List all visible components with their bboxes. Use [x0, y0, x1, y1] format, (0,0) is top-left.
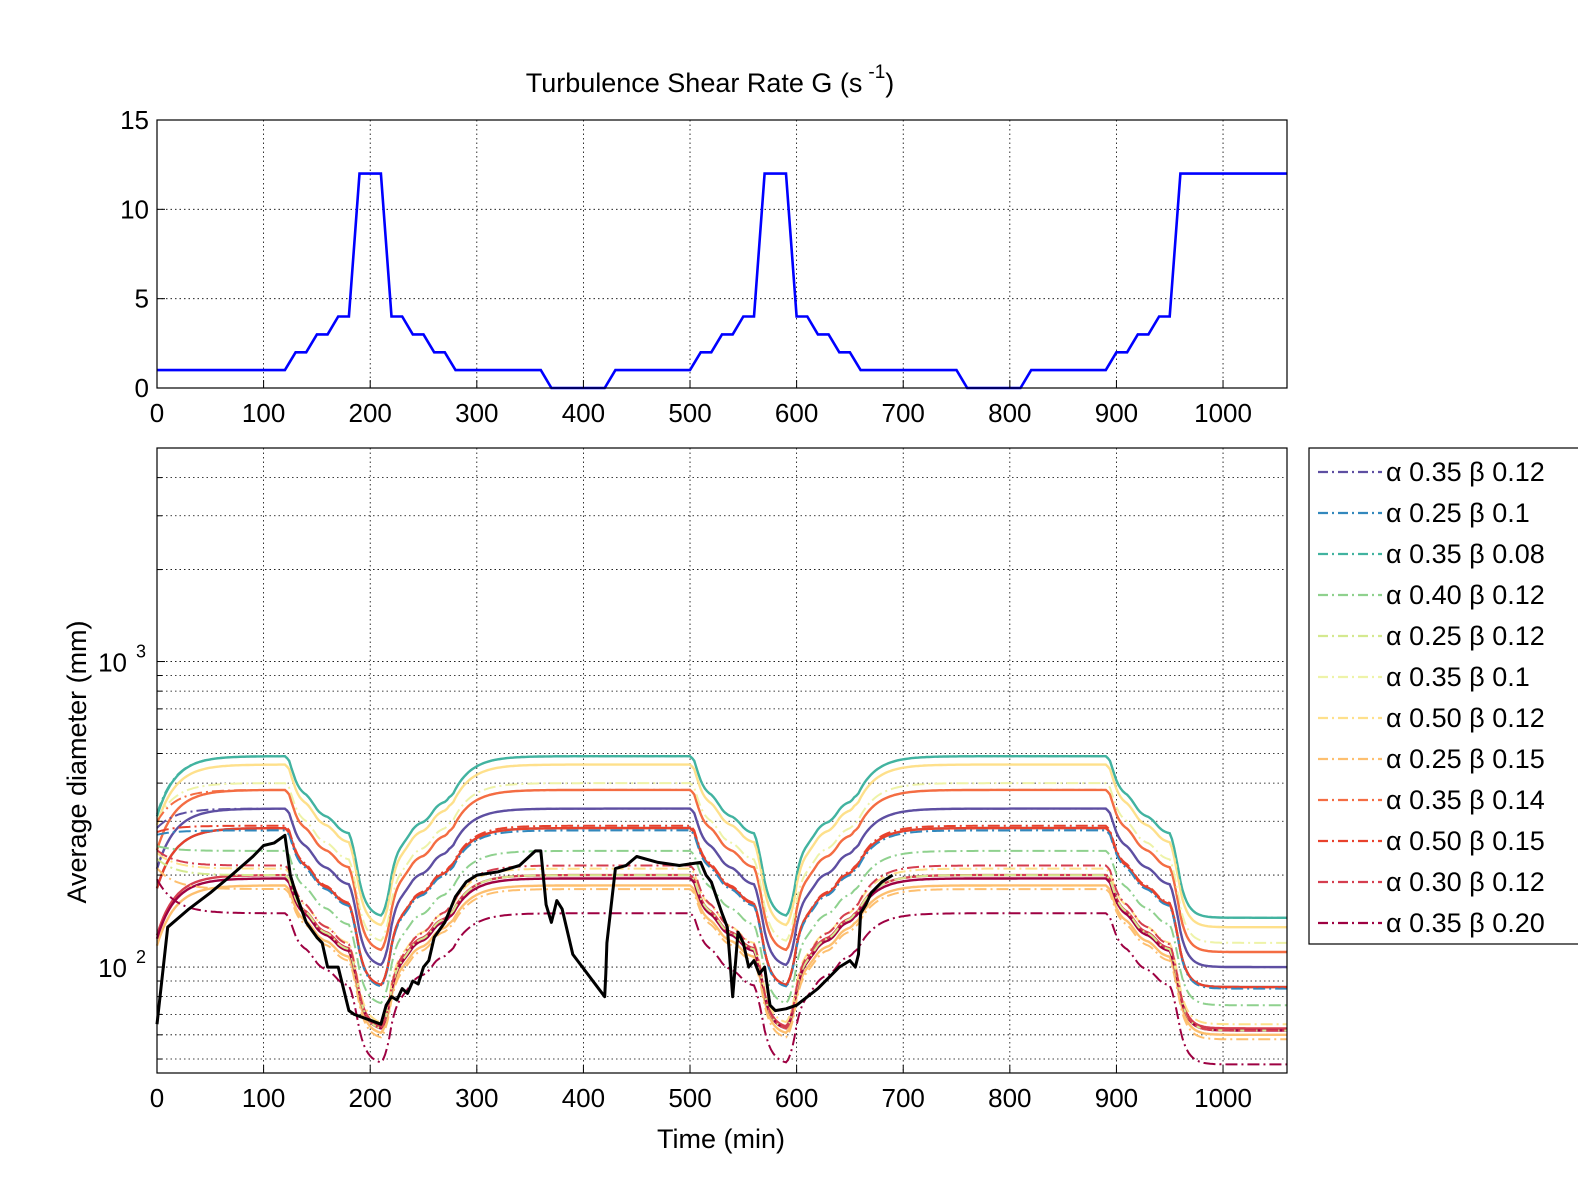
- shear-rate-title-text: Turbulence Shear Rate G (s: [526, 68, 863, 98]
- legend-item: α 0.35 β 0.20: [1318, 908, 1545, 938]
- model-dashdot-line: [156, 824, 1287, 989]
- shear-rate-grid: [157, 120, 1287, 388]
- legend-label: α 0.50 β 0.12: [1386, 703, 1545, 733]
- legend-label: α 0.25 β 0.1: [1386, 498, 1530, 528]
- top-x-tick-label: 900: [1095, 398, 1138, 428]
- top-y-tick-label: 15: [120, 105, 149, 135]
- diameter-axes-frame: [156, 447, 1288, 1074]
- top-x-tick-label: 300: [455, 398, 498, 428]
- bottom-x-tick-label: 100: [242, 1083, 285, 1113]
- bottom-x-tick-label: 0: [150, 1083, 164, 1113]
- bottom-y-tick-exponent: 3: [136, 642, 146, 662]
- legend-item: α 0.35 β 0.08: [1318, 539, 1545, 569]
- model-dashdot-line: [156, 755, 1287, 919]
- y-axis-label: Average diameter (mm): [62, 620, 92, 903]
- model-dashdot-line: [156, 782, 1287, 944]
- bottom-x-tick-label: 600: [775, 1083, 818, 1113]
- legend-label: α 0.35 β 0.08: [1386, 539, 1545, 569]
- legend-label: α 0.35 β 0.14: [1386, 785, 1545, 815]
- legend-item: α 0.25 β 0.12: [1318, 621, 1545, 651]
- top-x-tick-label: 500: [668, 398, 711, 428]
- model-dashdot-line: [156, 857, 1287, 1032]
- legend-item: α 0.30 β 0.12: [1318, 867, 1545, 897]
- bottom-y-tick-base: 10: [98, 953, 127, 983]
- diameter-ticks: 0 100 200 300 400 500 600 700 800 900 1000 10 2 10 3: [98, 477, 1252, 1113]
- legend-item: α 0.35 β 0.1: [1318, 662, 1530, 692]
- shear-rate-series: [157, 172, 1287, 390]
- shear-rate-title-superscript: -1: [868, 62, 885, 83]
- top-y-tick-label: 5: [135, 284, 149, 314]
- shear-rate-ticks: 0 100 200 300 400 500 600 700 800 900 1000 0 5 10 15: [120, 105, 1252, 428]
- bottom-x-tick-label: 200: [349, 1083, 392, 1113]
- legend-item: α 0.50 β 0.12: [1318, 703, 1545, 733]
- model-dashdot-line: [156, 878, 1287, 1066]
- observed-line: [155, 833, 894, 1026]
- model-solid-line: [155, 877, 1287, 1032]
- model-dashdot-line: [156, 829, 1287, 990]
- legend-label: α 0.40 β 0.12: [1386, 580, 1545, 610]
- bottom-x-tick-label: 400: [562, 1083, 605, 1113]
- top-x-tick-label: 200: [349, 398, 392, 428]
- legend-item: α 0.50 β 0.15: [1318, 826, 1545, 856]
- diameter-series: [155, 755, 1287, 1066]
- legend-item: α 0.35 β 0.14: [1318, 785, 1545, 815]
- legend-label: α 0.35 β 0.1: [1386, 662, 1530, 692]
- bottom-x-tick-label: 300: [455, 1083, 498, 1113]
- model-dashdot-line: [156, 867, 1287, 1041]
- top-x-tick-label: 800: [988, 398, 1031, 428]
- top-y-tick-label: 10: [120, 194, 149, 224]
- top-x-tick-label: 700: [882, 398, 925, 428]
- bottom-x-tick-label: 800: [988, 1083, 1031, 1113]
- model-solid-line: [155, 884, 1287, 1037]
- legend-item: α 0.25 β 0.1: [1318, 498, 1530, 528]
- x-axis-label: Time (min): [657, 1124, 785, 1154]
- legend-box: [1308, 447, 1578, 945]
- diameter-panel: 0 100 200 300 400 500 600 700 800 900 1000 10 2 10 3 T…: [62, 447, 1288, 1154]
- top-x-tick-label: 600: [775, 398, 818, 428]
- shear-rate-title-end: ): [885, 68, 894, 98]
- legend-item: α 0.25 β 0.15: [1318, 744, 1545, 774]
- shear-rate-line: [157, 172, 1287, 390]
- bottom-x-tick-label: 700: [882, 1083, 925, 1113]
- bottom-x-tick-label: 1000: [1194, 1083, 1252, 1113]
- model-dashdot-line: [156, 849, 1287, 1032]
- bottom-y-tick-label: 10: [98, 953, 127, 983]
- bottom-x-tick-label: 500: [668, 1083, 711, 1113]
- legend-label: α 0.25 β 0.12: [1386, 621, 1545, 651]
- legend-items: α 0.35 β 0.12 α 0.25 β 0.1 α 0.35 β 0.08 α …: [1318, 457, 1545, 938]
- legend-label: α 0.35 β 0.20: [1386, 908, 1545, 938]
- legend: α 0.35 β 0.12 α 0.25 β 0.1 α 0.35 β 0.08 α …: [1308, 447, 1578, 945]
- bottom-y-tick-base: 10: [98, 648, 127, 678]
- top-x-tick-label: 0: [150, 398, 164, 428]
- legend-item: α 0.35 β 0.12: [1318, 457, 1545, 487]
- shear-rate-axes-frame: [156, 119, 1288, 389]
- observed-series: [155, 833, 894, 1026]
- top-x-tick-label: 100: [242, 398, 285, 428]
- shear-rate-title: Turbulence Shear Rate G (s -1): [526, 62, 895, 98]
- model-solid-line: [155, 763, 1287, 929]
- top-x-tick-label: 400: [562, 398, 605, 428]
- model-dashdot-line: [156, 807, 1287, 969]
- legend-label: α 0.25 β 0.15: [1386, 744, 1545, 774]
- legend-item: α 0.40 β 0.12: [1318, 580, 1545, 610]
- legend-label: α 0.30 β 0.12: [1386, 867, 1545, 897]
- model-dashdot-line: [156, 788, 1287, 953]
- bottom-y-tick-exponent: 2: [136, 947, 146, 967]
- shear-rate-panel: Turbulence Shear Rate G (s -1) 0 100 200 300…: [120, 62, 1288, 428]
- legend-label: α 0.35 β 0.12: [1386, 457, 1545, 487]
- model-dashdot-line: [156, 845, 1287, 1007]
- legend-label: α 0.50 β 0.15: [1386, 826, 1545, 856]
- bottom-y-tick-label: 10: [98, 648, 127, 678]
- top-x-tick-label: 1000: [1194, 398, 1252, 428]
- top-y-tick-label: 0: [135, 373, 149, 403]
- bottom-x-tick-label: 900: [1095, 1083, 1138, 1113]
